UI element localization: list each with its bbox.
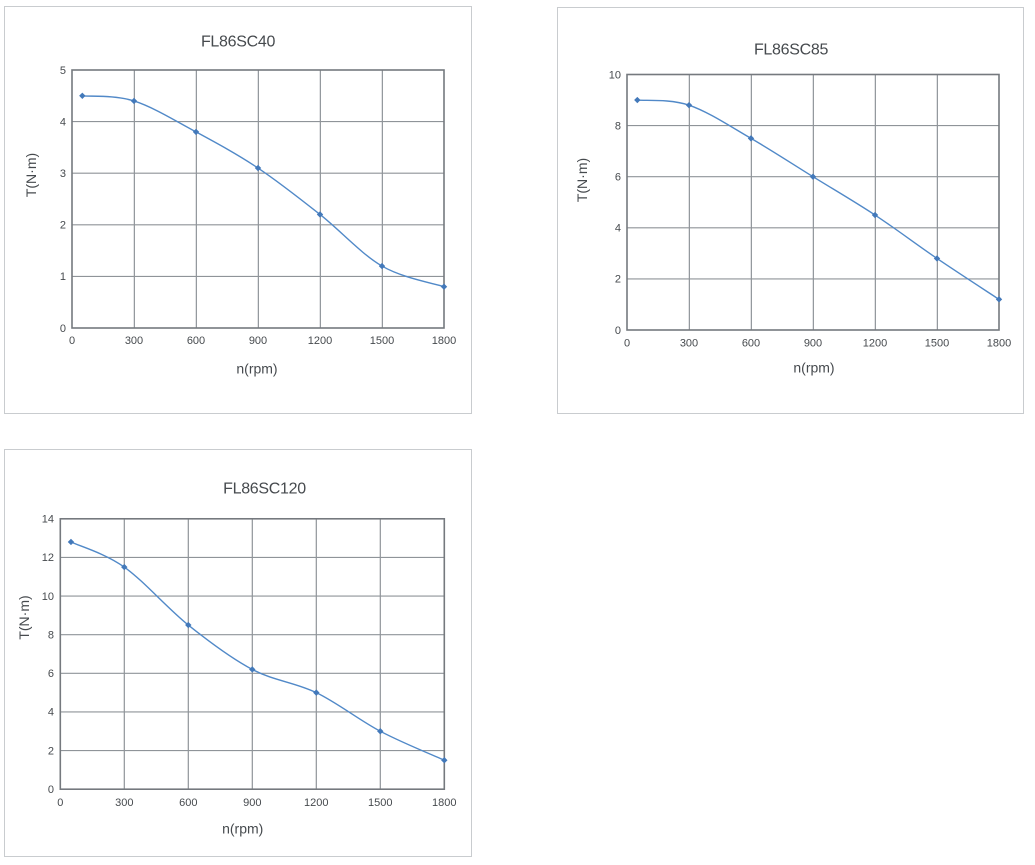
svg-text:0: 0 [624, 337, 630, 349]
svg-text:8: 8 [48, 629, 54, 641]
svg-text:T(N·m): T(N·m) [574, 158, 590, 202]
svg-text:1800: 1800 [432, 335, 456, 347]
svg-text:T(N·m): T(N·m) [23, 153, 39, 197]
svg-text:1200: 1200 [863, 337, 887, 349]
svg-text:FL86SC40: FL86SC40 [201, 34, 275, 51]
svg-text:300: 300 [680, 337, 698, 349]
svg-text:1200: 1200 [308, 335, 332, 347]
svg-text:900: 900 [249, 335, 267, 347]
svg-text:2: 2 [615, 274, 621, 286]
svg-text:T(N·m): T(N·m) [16, 595, 32, 639]
svg-text:1500: 1500 [925, 337, 949, 349]
svg-text:2: 2 [60, 220, 66, 232]
svg-text:300: 300 [125, 335, 143, 347]
svg-text:4: 4 [615, 223, 621, 235]
svg-text:n(rpm): n(rpm) [236, 360, 277, 376]
svg-text:900: 900 [243, 797, 261, 809]
svg-text:0: 0 [48, 784, 54, 796]
svg-text:1500: 1500 [370, 335, 394, 347]
svg-text:0: 0 [60, 323, 66, 335]
svg-text:5: 5 [60, 65, 66, 77]
svg-text:6: 6 [615, 172, 621, 184]
svg-text:FL86SC120: FL86SC120 [223, 481, 306, 498]
svg-text:14: 14 [42, 514, 54, 526]
svg-text:1: 1 [60, 271, 66, 283]
svg-text:6: 6 [48, 668, 54, 680]
svg-text:0: 0 [57, 797, 63, 809]
svg-text:FL86SC85: FL86SC85 [754, 42, 828, 59]
svg-text:10: 10 [609, 69, 621, 81]
svg-text:1800: 1800 [432, 797, 456, 809]
svg-text:n(rpm): n(rpm) [222, 820, 263, 836]
svg-text:600: 600 [187, 335, 205, 347]
svg-text:4: 4 [48, 707, 54, 719]
svg-text:0: 0 [69, 335, 75, 347]
svg-text:300: 300 [115, 797, 133, 809]
svg-text:1500: 1500 [368, 797, 392, 809]
svg-text:12: 12 [42, 552, 54, 564]
svg-text:600: 600 [179, 797, 197, 809]
svg-text:2: 2 [48, 745, 54, 757]
svg-text:4: 4 [60, 116, 66, 128]
svg-text:3: 3 [60, 168, 66, 180]
svg-text:900: 900 [804, 337, 822, 349]
svg-text:1800: 1800 [987, 337, 1011, 349]
svg-text:10: 10 [42, 591, 54, 603]
svg-text:8: 8 [615, 120, 621, 132]
svg-text:n(rpm): n(rpm) [793, 359, 834, 375]
svg-text:0: 0 [615, 325, 621, 337]
svg-text:1200: 1200 [304, 797, 328, 809]
svg-text:600: 600 [742, 337, 760, 349]
